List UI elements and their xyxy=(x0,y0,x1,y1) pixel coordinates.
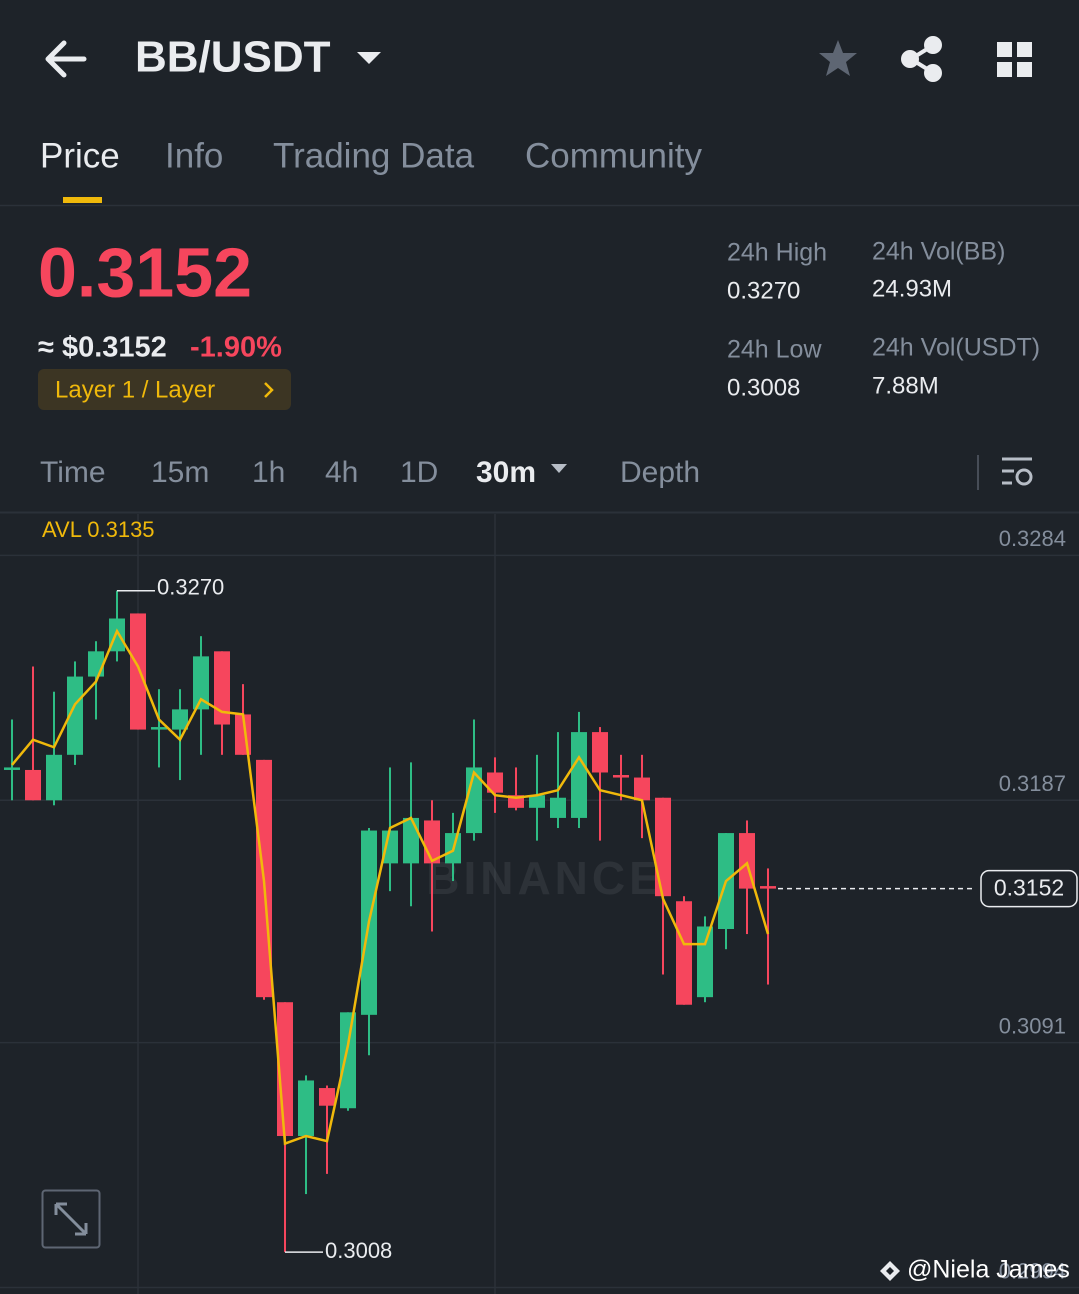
stat-label: 24h High xyxy=(727,239,827,267)
candle-body xyxy=(88,651,104,677)
tab[interactable]: Info xyxy=(165,136,223,175)
candle-body xyxy=(46,754,62,801)
tab[interactable]: Trading Data xyxy=(273,136,475,175)
candle-body xyxy=(25,769,41,801)
candle-body xyxy=(613,775,629,778)
menu-square xyxy=(1017,42,1032,57)
interval[interactable]: 4h xyxy=(325,456,358,489)
interval-active[interactable]: 30m xyxy=(476,456,536,489)
y-tick-label: 0.3284 xyxy=(999,526,1066,551)
candle-body xyxy=(151,727,167,730)
menu-square xyxy=(1017,62,1032,77)
pair-caret[interactable] xyxy=(357,52,381,64)
candle-body xyxy=(298,1080,314,1137)
moving-average xyxy=(11,628,770,1146)
candle-body xyxy=(130,613,146,730)
y-tick-label: 0.2994 xyxy=(999,1258,1066,1283)
stat-value: 0.3008 xyxy=(727,374,800,401)
interval[interactable]: 1h xyxy=(252,456,285,489)
stat-value: 0.3270 xyxy=(727,277,800,304)
candle-body xyxy=(676,901,692,1005)
candle-body xyxy=(193,656,209,710)
interval[interactable]: 15m xyxy=(151,456,209,489)
stat-value: 24.93M xyxy=(872,275,952,302)
stat-value: 7.88M xyxy=(872,372,939,399)
price-change: -1.90% xyxy=(190,332,282,364)
candle-body xyxy=(592,732,608,773)
back-arrow xyxy=(45,40,87,78)
tab-indicator xyxy=(63,197,102,203)
stat-label: 24h Low xyxy=(727,336,822,364)
y-tick-label: 0.3091 xyxy=(999,1013,1066,1038)
pair-title[interactable]: BB/USDT xyxy=(135,33,331,82)
candle-body xyxy=(214,651,230,725)
share-dot xyxy=(924,64,942,82)
candle-body xyxy=(403,817,419,864)
candle-body xyxy=(340,1012,356,1109)
plot: 0.3284 0.3187 0.3091 0.2994 0.3270 0.3008 0.31… xyxy=(0,526,1079,1289)
candle-body xyxy=(571,732,587,818)
credit-logo xyxy=(880,1261,900,1281)
tab[interactable]: Price xyxy=(40,136,120,175)
high-marker-label: 0.3270 xyxy=(157,575,224,600)
avl-label: AVL 0.3135 xyxy=(42,517,155,542)
expand-arrows xyxy=(54,1202,88,1236)
low-marker-label: 0.3008 xyxy=(325,1238,392,1263)
interval[interactable]: Time xyxy=(40,456,106,489)
menu-square xyxy=(997,62,1012,77)
y-tick-label: 0.3187 xyxy=(999,771,1066,796)
share-dot xyxy=(924,36,942,54)
candle-body xyxy=(760,886,776,889)
chart-settings-icon[interactable] xyxy=(1002,457,1033,486)
usd-price: ≈ $0.3152 xyxy=(38,332,167,364)
last-price-label: 0.3152 xyxy=(994,875,1064,901)
candle-body xyxy=(634,777,650,801)
share-dot xyxy=(901,50,919,68)
last-price: 0.3152 xyxy=(38,233,252,311)
interval[interactable]: 1D xyxy=(400,456,438,489)
favorite-icon[interactable] xyxy=(819,40,857,76)
menu-square xyxy=(997,42,1012,57)
candle-body xyxy=(487,772,503,793)
candle-body xyxy=(655,797,671,897)
watermark: BINANCE xyxy=(426,852,664,904)
candle-body xyxy=(4,767,20,770)
back-button[interactable] xyxy=(45,40,87,78)
stat-label: 24h Vol(USDT) xyxy=(872,334,1040,362)
tag-chevron xyxy=(264,382,274,398)
candle-body xyxy=(67,676,83,755)
settings-gear xyxy=(1015,468,1033,486)
expand-button[interactable] xyxy=(41,1189,101,1249)
candle-body xyxy=(319,1088,335,1106)
share-icon[interactable] xyxy=(901,36,942,82)
tag-text: Layer 1 / Layer xyxy=(55,376,215,403)
credit: @Niela James xyxy=(907,1256,1070,1284)
interval[interactable]: Depth xyxy=(620,456,700,489)
candle-body xyxy=(382,830,398,864)
menu-icon[interactable] xyxy=(997,42,1032,77)
interval-caret[interactable] xyxy=(551,464,567,473)
last-price-box xyxy=(980,869,1078,908)
candle-body xyxy=(172,709,188,730)
tab[interactable]: Community xyxy=(525,136,702,175)
stat-label: 24h Vol(BB) xyxy=(872,238,1005,266)
tag-chip[interactable] xyxy=(38,369,291,410)
candle-body xyxy=(529,795,545,808)
candle-body xyxy=(550,797,566,818)
candle-body xyxy=(697,926,713,998)
